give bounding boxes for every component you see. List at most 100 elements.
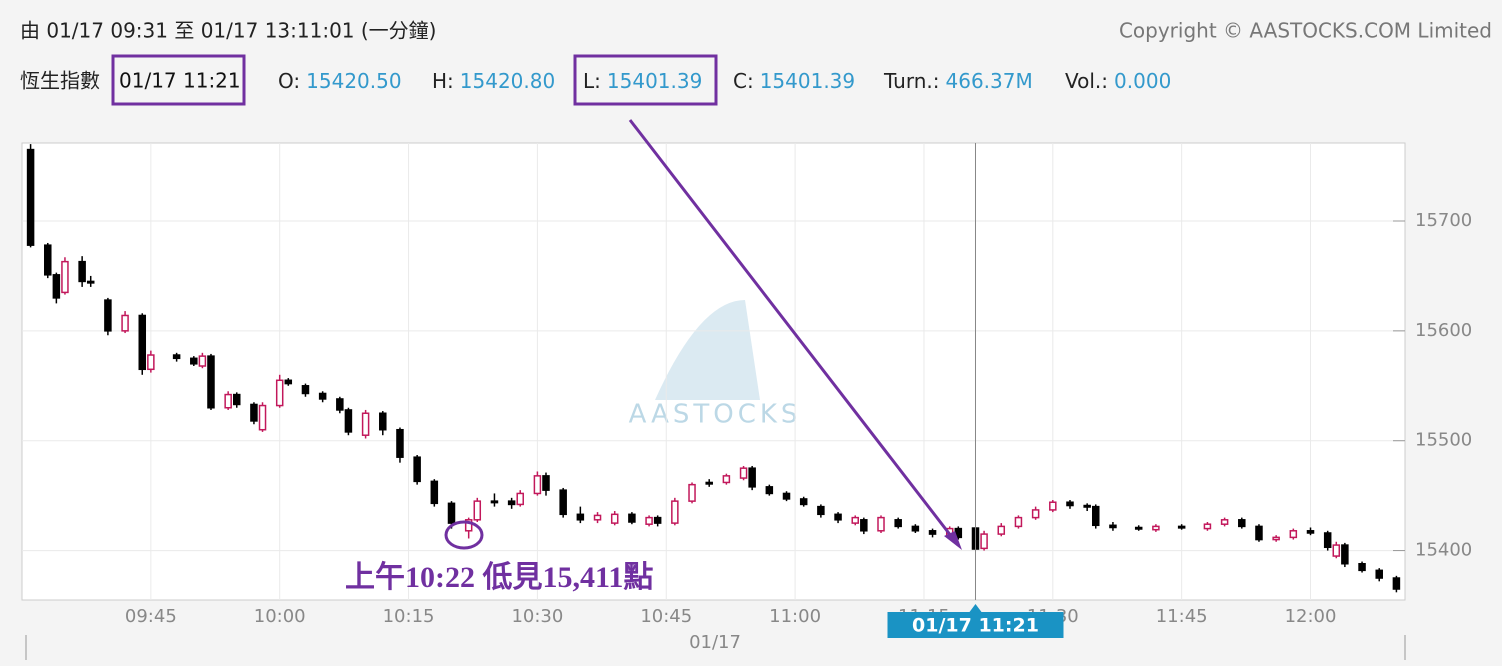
crosshair-box bbox=[887, 612, 1064, 638]
candle-body bbox=[198, 355, 207, 367]
candle-body bbox=[1341, 544, 1349, 565]
candle-body bbox=[1177, 525, 1186, 529]
candle-body bbox=[464, 519, 473, 532]
candle-body bbox=[645, 516, 653, 525]
candle-body bbox=[1375, 569, 1383, 579]
candle-body bbox=[671, 500, 679, 524]
quote-time: 01/17 11:21 bbox=[119, 69, 241, 93]
crosshair-label: 01/17 11:21 bbox=[912, 615, 1039, 637]
candle-body bbox=[610, 513, 619, 524]
quote-field: L: 15401.39 bbox=[583, 69, 702, 93]
x-tick-label: 10:45 bbox=[640, 606, 692, 627]
candle-body bbox=[413, 456, 421, 483]
arrow bbox=[628, 119, 960, 546]
candle-body bbox=[748, 467, 756, 488]
candle-body bbox=[430, 480, 439, 505]
quote-field: C: 15401.39 bbox=[733, 69, 855, 93]
candle-body bbox=[301, 385, 310, 395]
field-value: 15401.39 bbox=[607, 69, 702, 93]
candle-body bbox=[817, 505, 825, 516]
x-tick-label: 11:45 bbox=[1156, 606, 1208, 627]
candle-body bbox=[86, 280, 95, 284]
x-tick-label: 10:15 bbox=[383, 606, 435, 627]
candle-body bbox=[121, 314, 129, 332]
candle-body bbox=[1255, 525, 1263, 541]
highlight-box bbox=[573, 54, 718, 106]
y-tick-label: 15400 bbox=[1415, 540, 1472, 561]
candle-body bbox=[765, 486, 774, 495]
copyright: Copyright © AASTOCKS.COM Limited bbox=[1119, 19, 1492, 43]
candle-body bbox=[516, 492, 524, 506]
candle-body bbox=[490, 500, 499, 504]
candle-body bbox=[275, 379, 284, 407]
candle-body bbox=[542, 475, 550, 491]
candle-body bbox=[980, 533, 988, 550]
candle-body bbox=[379, 412, 387, 431]
candle-body bbox=[318, 392, 327, 400]
highlight-box bbox=[111, 54, 246, 106]
candle-body bbox=[653, 516, 662, 524]
candle-body bbox=[361, 412, 370, 436]
watermark: AASTOCKS bbox=[629, 400, 802, 430]
candle-body bbox=[722, 475, 731, 484]
candle-body bbox=[1238, 519, 1246, 528]
candle-body bbox=[1203, 523, 1212, 530]
candle-body bbox=[232, 393, 241, 406]
candle-body bbox=[250, 403, 258, 422]
field-label: H: bbox=[432, 69, 454, 93]
candle-body bbox=[1392, 577, 1401, 590]
x-tick-label: 09:45 bbox=[125, 606, 177, 627]
candle-body bbox=[396, 428, 404, 458]
crosshair-pointer bbox=[969, 604, 982, 612]
candle-body bbox=[1109, 524, 1117, 529]
candle-body bbox=[52, 274, 61, 299]
candle-body bbox=[190, 357, 198, 365]
candle-body bbox=[1049, 501, 1057, 511]
candle-body bbox=[473, 500, 482, 521]
candle-body bbox=[172, 354, 181, 360]
candle-body bbox=[1306, 530, 1315, 534]
candle-body bbox=[447, 502, 456, 524]
candle-body bbox=[284, 379, 293, 385]
field-label: L: bbox=[583, 69, 601, 93]
field-value: 15401.39 bbox=[760, 69, 855, 93]
candle-body bbox=[1134, 526, 1143, 530]
arrow-head bbox=[944, 531, 962, 550]
candle-body bbox=[78, 260, 86, 283]
candle-body bbox=[1358, 562, 1366, 572]
quote-field: Vol.: 0.000 bbox=[1065, 69, 1171, 93]
candle-body bbox=[344, 409, 353, 433]
candle-body bbox=[628, 513, 636, 523]
x-tick-label: 11:00 bbox=[769, 606, 821, 627]
field-value: 15420.50 bbox=[306, 69, 401, 93]
candle-body bbox=[860, 519, 868, 532]
quote-field: H: 15420.80 bbox=[432, 69, 555, 93]
quote-field: Turn.: 466.37M bbox=[883, 69, 1033, 93]
field-value: 15420.80 bbox=[460, 69, 555, 93]
candle-body bbox=[928, 530, 937, 535]
candle-body bbox=[1083, 504, 1091, 508]
candle-body bbox=[1332, 544, 1341, 557]
x-tick-label: 10:30 bbox=[511, 606, 563, 627]
candle-body bbox=[1220, 519, 1229, 525]
candle-body bbox=[1014, 516, 1023, 528]
candle-body bbox=[533, 475, 542, 495]
x-tick-label: 12:00 bbox=[1285, 606, 1337, 627]
candle-body bbox=[336, 398, 344, 411]
candle-body bbox=[911, 525, 920, 532]
candle-body bbox=[851, 516, 859, 524]
candle-body bbox=[507, 500, 516, 506]
candle-body bbox=[1272, 536, 1280, 541]
candle-body bbox=[61, 260, 69, 294]
candle-body bbox=[877, 516, 885, 532]
x-tick-label: 10:00 bbox=[254, 606, 306, 627]
candle-body bbox=[104, 299, 112, 332]
annotation: 上午10:22 低見15,411點 bbox=[345, 561, 653, 594]
range: 由 01/17 09:31 至 01/17 13:11:01 (一分鐘) bbox=[20, 19, 436, 43]
field-label: Turn.: bbox=[883, 69, 940, 93]
candle-body bbox=[799, 498, 808, 506]
y-tick-label: 15700 bbox=[1415, 210, 1472, 231]
candle-body bbox=[834, 513, 842, 521]
candle-body bbox=[688, 483, 696, 502]
